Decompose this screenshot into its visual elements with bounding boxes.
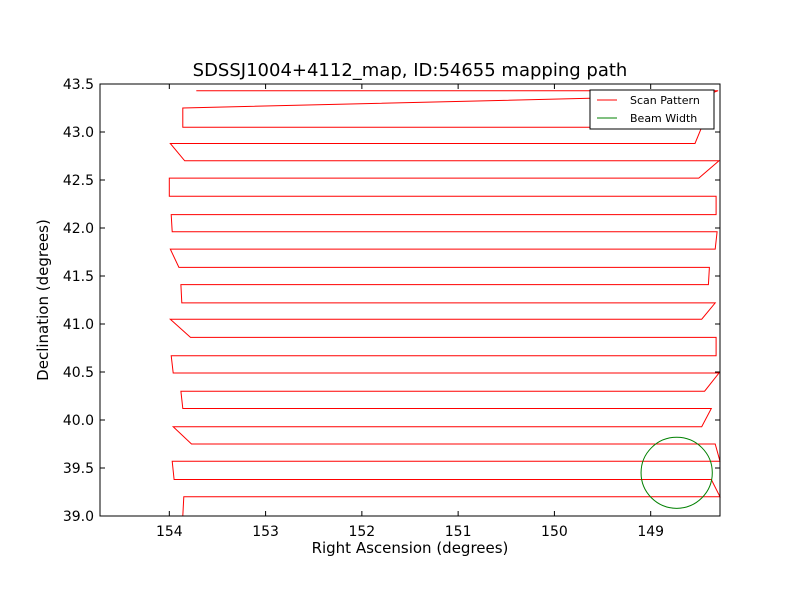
legend-label-beam-width: Beam Width: [630, 112, 697, 125]
y-tick-label: 41.0: [63, 317, 94, 333]
x-tick-label: 150: [541, 524, 568, 540]
x-tick-label: 153: [252, 524, 279, 540]
x-axis: 154 153 152 151 150 149: [156, 84, 664, 540]
y-tick-label: 43.5: [63, 77, 94, 93]
y-tick-label: 42.5: [63, 173, 94, 189]
x-tick-label: 149: [637, 524, 664, 540]
legend-box: [589, 89, 715, 130]
x-tick-label: 154: [156, 524, 183, 540]
legend-label-scan-pattern: Scan Pattern: [630, 94, 700, 107]
y-tick-label: 39.0: [63, 509, 94, 525]
chart-title: SDSSJ1004+4112_map, ID:54655 mapping pat…: [193, 60, 628, 81]
plot-area: [168, 90, 721, 517]
y-tick-label: 39.5: [63, 461, 94, 477]
y-tick-label: 43.0: [63, 125, 94, 141]
beam-width-circle: [640, 436, 713, 509]
y-tick-label: 42.0: [63, 221, 94, 237]
y-axis-label: Declination (degrees): [34, 219, 52, 381]
legend: Scan Pattern Beam Width: [589, 89, 715, 130]
y-tick-label: 41.5: [63, 269, 94, 285]
scan-pattern-line: [168, 90, 721, 517]
y-tick-label: 40.5: [63, 365, 94, 381]
x-tick-label: 151: [445, 524, 472, 540]
x-tick-label: 152: [348, 524, 375, 540]
y-axis: 39.0 39.5 40.0 40.5 41.0 41.5 42.0 42.5 43.0 43.5: [63, 77, 720, 525]
y-tick-label: 40.0: [63, 413, 94, 429]
x-axis-label: Right Ascension (degrees): [312, 539, 509, 557]
plot-frame: [99, 83, 721, 517]
